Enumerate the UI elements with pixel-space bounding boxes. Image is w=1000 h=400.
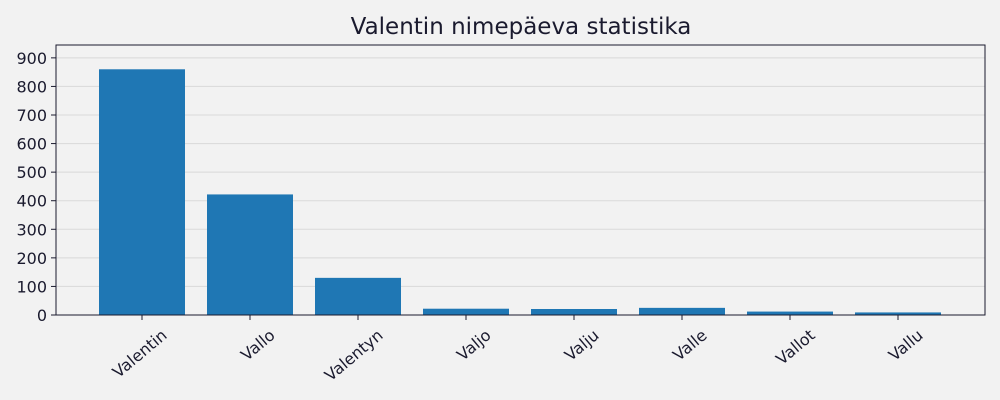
x-tick-label: Valle bbox=[669, 326, 711, 365]
y-tick-label: 700 bbox=[16, 106, 47, 125]
x-tick-label: Vallu bbox=[885, 326, 927, 365]
bar-valjo bbox=[423, 308, 509, 315]
x-tick-label: Valentyn bbox=[321, 326, 387, 385]
bar-layer bbox=[99, 69, 941, 316]
bar-vallot bbox=[747, 311, 833, 315]
x-tick-label: Vallot bbox=[772, 326, 818, 369]
x-tick-label: Valentin bbox=[109, 326, 171, 382]
y-tick-label: 100 bbox=[16, 277, 47, 296]
bar-valentyn bbox=[315, 277, 401, 315]
x-tick-label: Vallo bbox=[237, 326, 278, 365]
bar-vallu bbox=[855, 312, 941, 315]
y-tick-label: 300 bbox=[16, 220, 47, 239]
y-tick-label: 900 bbox=[16, 49, 47, 68]
chart-title: Valentin nimepäeva statistika bbox=[351, 14, 692, 40]
bar-valentin bbox=[99, 69, 185, 316]
y-tick-label: 0 bbox=[37, 306, 47, 325]
grid-layer bbox=[56, 57, 985, 287]
x-tick-label: Valjo bbox=[453, 326, 494, 365]
x-tick-label: Valju bbox=[561, 326, 603, 365]
bar-valju bbox=[531, 309, 617, 315]
plot-frame bbox=[55, 44, 986, 316]
y-tick-label: 200 bbox=[16, 249, 47, 268]
y-tick-label: 400 bbox=[16, 192, 47, 211]
bar-valle bbox=[639, 307, 725, 315]
y-tick-label: 600 bbox=[16, 135, 47, 154]
y-tick-label: 500 bbox=[16, 163, 47, 182]
bar-vallo bbox=[207, 194, 293, 315]
y-tick-label: 800 bbox=[16, 77, 47, 96]
